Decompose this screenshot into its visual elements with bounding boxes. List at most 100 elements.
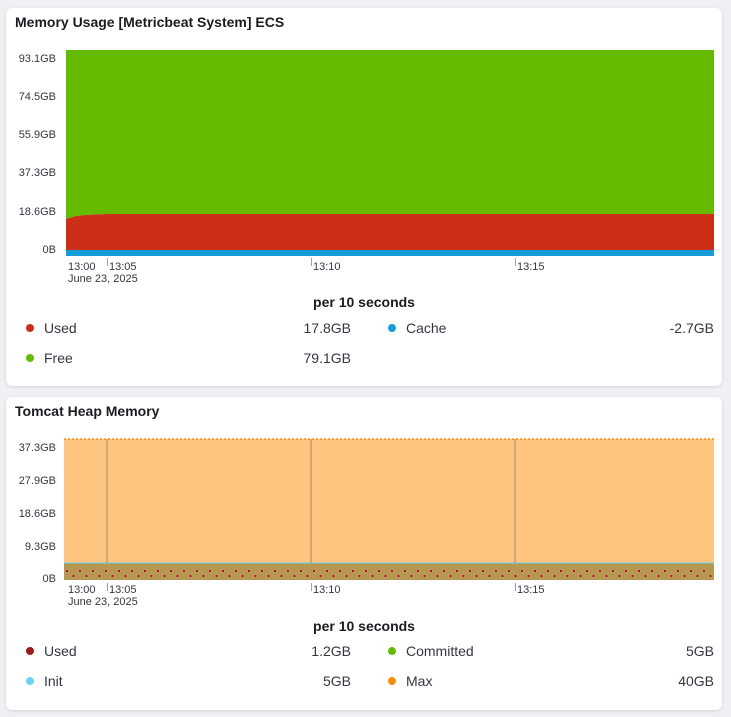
used-dot-icon <box>26 324 34 332</box>
legend-item-init[interactable]: Init <box>26 673 63 689</box>
used-marker <box>455 569 459 573</box>
panel-title: Memory Usage [Metricbeat System] ECS <box>15 14 285 30</box>
committed-dot-icon <box>388 647 396 655</box>
used-marker <box>110 574 115 578</box>
used-marker <box>663 569 667 573</box>
used-marker <box>591 574 596 578</box>
y-tick-label: 55.9GB <box>18 129 56 141</box>
used-marker <box>643 574 648 578</box>
max-dot-icon <box>388 677 396 685</box>
legend-value: 17.8GB <box>303 320 351 336</box>
x-tick <box>515 583 516 591</box>
legend-value: 5GB <box>685 643 714 659</box>
used-marker <box>292 574 297 578</box>
used-marker <box>448 574 453 578</box>
interval-label: per 10 seconds <box>313 618 415 634</box>
legend-item-free[interactable]: Free <box>26 350 73 366</box>
used-marker <box>507 569 511 573</box>
used-marker <box>435 574 440 578</box>
used-marker <box>630 574 635 578</box>
used-marker <box>650 569 654 573</box>
used-marker <box>676 569 680 573</box>
used-marker <box>578 574 583 578</box>
used-marker <box>481 569 485 573</box>
used-marker <box>494 569 498 573</box>
used-marker <box>247 569 251 573</box>
used-marker <box>604 574 609 578</box>
x-tick-label: 13:05 <box>109 261 137 273</box>
x-tick <box>515 258 516 266</box>
used-marker <box>637 569 641 573</box>
x-tick <box>311 258 312 266</box>
x-tick-label: 13:10 <box>313 584 341 596</box>
used-dot-icon <box>26 647 34 655</box>
used-marker <box>611 569 615 573</box>
used-marker <box>195 569 199 573</box>
used-marker <box>552 574 557 578</box>
x-tick-label: 13:15 <box>517 584 545 596</box>
used-marker <box>214 574 219 578</box>
used-marker <box>305 574 310 578</box>
legend-value: 5GB <box>322 673 351 689</box>
used-marker <box>338 569 342 573</box>
legend-label: Free <box>44 350 73 366</box>
memory-usage-panel: Memory Usage [Metricbeat System] ECS 93.… <box>6 8 722 386</box>
legend-item-cache[interactable]: Cache <box>388 320 446 336</box>
used-marker <box>331 574 336 578</box>
used-marker <box>273 569 277 573</box>
used-marker <box>104 569 108 573</box>
legend-item-committed[interactable]: Committed <box>388 643 474 659</box>
used-marker <box>266 574 271 578</box>
used-marker <box>279 574 284 578</box>
used-marker <box>260 569 264 573</box>
legend-item-used[interactable]: Used <box>26 320 77 336</box>
legend-item-max[interactable]: Max <box>388 673 432 689</box>
used-marker <box>624 569 628 573</box>
used-marker <box>383 574 388 578</box>
used-marker <box>513 574 518 578</box>
used-marker <box>702 569 706 573</box>
panel-title: Tomcat Heap Memory <box>15 403 160 419</box>
used-area <box>66 214 714 250</box>
used-marker <box>689 569 693 573</box>
used-marker <box>370 574 375 578</box>
used-marker <box>442 569 446 573</box>
y-tick-label: 9.3GB <box>24 541 56 553</box>
used-marker <box>377 569 381 573</box>
used-marker <box>669 574 674 578</box>
legend-label: Used <box>44 643 77 659</box>
legend-label: Committed <box>406 643 474 659</box>
used-marker <box>559 569 563 573</box>
used-marker <box>396 574 401 578</box>
used-marker <box>299 569 303 573</box>
tomcat-heap-panel: Tomcat Heap Memory 37.3GB 27.9GB 18.6GB … <box>6 397 722 710</box>
used-marker <box>325 569 329 573</box>
used-marker <box>156 569 160 573</box>
used-marker <box>234 569 238 573</box>
used-marker <box>695 574 700 578</box>
used-marker <box>97 574 102 578</box>
used-marker <box>149 574 154 578</box>
x-tick-label: 13:00 <box>68 584 96 596</box>
y-tick-label: 18.6GB <box>18 206 56 218</box>
used-marker <box>429 569 433 573</box>
used-marker <box>227 574 232 578</box>
y-tick-label: 18.6GB <box>18 508 56 520</box>
x-tick-label: 13:15 <box>517 261 545 273</box>
interval-label: per 10 seconds <box>313 294 415 310</box>
legend-label: Max <box>406 673 433 689</box>
legend-value: 40GB <box>678 673 714 689</box>
used-marker <box>351 569 355 573</box>
init-dot-icon <box>26 677 34 685</box>
free-dot-icon <box>26 354 34 362</box>
used-marker <box>188 574 193 578</box>
legend-value: -2.7GB <box>669 320 714 336</box>
free-area <box>66 50 714 219</box>
used-marker <box>240 574 245 578</box>
used-marker <box>65 569 69 573</box>
x-tick-label: 13:10 <box>313 261 341 273</box>
used-marker <box>123 574 128 578</box>
x-tick <box>107 583 108 591</box>
legend-item-used[interactable]: Used <box>26 643 77 659</box>
used-marker <box>546 569 550 573</box>
